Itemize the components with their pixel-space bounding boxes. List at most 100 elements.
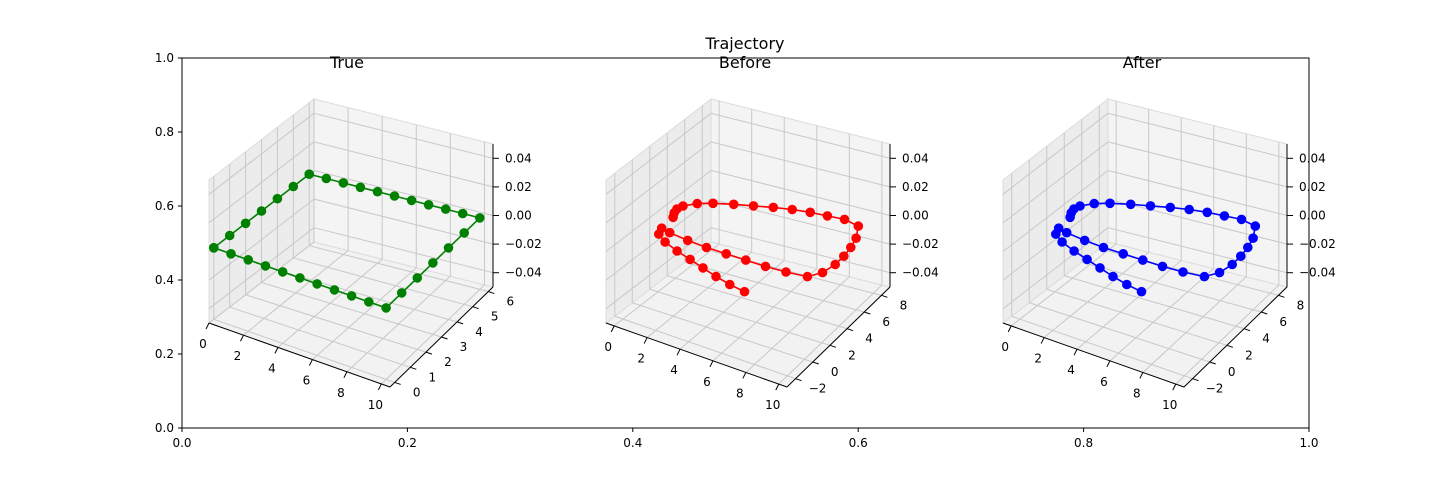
- trajectory-point: [741, 255, 751, 265]
- trajectory-point: [288, 181, 299, 192]
- z-tick-label: −0.02: [902, 237, 939, 251]
- y-tick-mark: [425, 351, 433, 355]
- outer-y-tick-label: 0.4: [155, 273, 174, 287]
- trajectory-point: [839, 251, 849, 262]
- y-tick-label: 0: [413, 385, 421, 399]
- y-tick-mark: [1261, 311, 1268, 315]
- trajectory-point: [739, 286, 750, 297]
- y-grid-floor: [293, 257, 473, 308]
- y-tick-mark: [812, 361, 819, 365]
- y-grid-floor: [1064, 275, 1245, 330]
- trajectory-point: [846, 242, 856, 253]
- z-grid-left: [605, 112, 712, 195]
- trajectory-point: [701, 242, 712, 253]
- z-grid-back: [313, 170, 494, 216]
- trajectory-point: [1098, 242, 1109, 253]
- trajectory-point: [277, 267, 288, 277]
- x-tick-label: 4: [1067, 363, 1075, 377]
- trajectory-point: [1095, 263, 1105, 273]
- x-tick-mark: [709, 360, 714, 368]
- x-tick-label: 6: [303, 374, 311, 388]
- z-grid-back: [313, 141, 494, 188]
- trajectory-point: [240, 218, 251, 229]
- trajectory-point: [440, 204, 451, 214]
- y-tick-label: 3: [460, 340, 468, 354]
- trajectory-point: [304, 169, 315, 179]
- trajectory-point: [338, 178, 349, 188]
- trajectory-point: [668, 212, 678, 223]
- x-tick-mark: [1007, 325, 1012, 333]
- trajectory-point: [664, 227, 675, 238]
- trajectory-point: [209, 243, 219, 253]
- subplot-title-true: True: [329, 53, 364, 72]
- trajectory-point: [224, 230, 235, 241]
- y-tick-mark: [488, 291, 495, 295]
- trajectory-point: [708, 198, 718, 209]
- x-axis-line: [605, 322, 788, 388]
- trajectory-point: [272, 193, 283, 204]
- y-tick-label: 5: [491, 310, 499, 324]
- trajectory-point: [660, 237, 670, 247]
- x-grid-floor: [679, 260, 785, 350]
- trajectory-point: [682, 235, 693, 246]
- trajectory-point: [748, 201, 759, 211]
- trajectory-point: [1157, 261, 1168, 272]
- x-tick-mark: [1106, 360, 1111, 368]
- y-tick-mark: [1278, 294, 1285, 298]
- z-tick-label: 0.04: [902, 151, 929, 165]
- outer-x-tick-label: 0.6: [849, 436, 868, 450]
- trajectory-point: [372, 186, 383, 197]
- x-tick-label: 2: [637, 352, 645, 366]
- x-grid-floor: [613, 243, 720, 327]
- trajectory-point: [457, 208, 468, 219]
- x-tick-mark: [775, 383, 780, 391]
- trajectory-point: [1202, 207, 1212, 218]
- trajectory-point: [1145, 201, 1156, 211]
- z-tick-label: 0.04: [1299, 151, 1326, 165]
- y-tick-mark: [1243, 328, 1251, 332]
- trajectory-point: [256, 206, 267, 216]
- trajectory-point: [1089, 198, 1099, 209]
- z-grid-back: [1107, 141, 1288, 188]
- y-tick-mark: [829, 344, 837, 348]
- trajectory-point: [364, 297, 374, 307]
- y-grid-floor: [649, 288, 831, 346]
- x-tick-label: 8: [736, 386, 744, 400]
- trajectory-point: [396, 288, 407, 298]
- z-grid-back: [710, 227, 891, 274]
- trajectory-point: [423, 200, 434, 210]
- outer-x-tick-label: 0.0: [172, 436, 191, 450]
- trajectory-point: [781, 267, 791, 277]
- x-axis-line: [208, 322, 391, 388]
- x-tick-label: 10: [1162, 398, 1177, 412]
- y-tick-label: 4: [1262, 332, 1270, 346]
- trajectory-point: [822, 211, 833, 221]
- figure-title: Trajectory: [705, 34, 785, 53]
- trajectory-point: [1125, 199, 1136, 210]
- x-grid-floor: [778, 284, 883, 385]
- x-tick-label: 10: [765, 398, 780, 412]
- trajectory-point: [260, 261, 271, 271]
- outer-y-tick-label: 0.2: [155, 347, 174, 361]
- z-grid-left: [1002, 141, 1109, 224]
- y-tick-mark: [864, 311, 871, 315]
- y-grid-floor: [614, 315, 796, 380]
- x-tick-mark: [308, 359, 313, 366]
- z-grid-left: [208, 141, 315, 224]
- trajectory-point: [1250, 221, 1261, 231]
- z-grid-left: [208, 112, 315, 195]
- trajectory-point: [459, 228, 470, 238]
- y-tick-label: 6: [1279, 315, 1287, 329]
- x-tick-label: 4: [670, 363, 678, 377]
- outer-y-tick-label: 0.0: [155, 421, 174, 435]
- y-tick-label: 2: [1245, 348, 1253, 362]
- z-tick-label: 0.02: [505, 180, 532, 194]
- outer-x-tick-label: 0.8: [1074, 436, 1093, 450]
- y-grid-floor: [1081, 261, 1262, 313]
- trajectory-point: [381, 303, 391, 313]
- y-tick-mark: [881, 294, 888, 298]
- trajectory-point: [1108, 271, 1118, 282]
- z-tick-label: −0.02: [1299, 237, 1336, 251]
- z-tick-label: 0.02: [902, 180, 929, 194]
- z-grid-back: [710, 112, 891, 159]
